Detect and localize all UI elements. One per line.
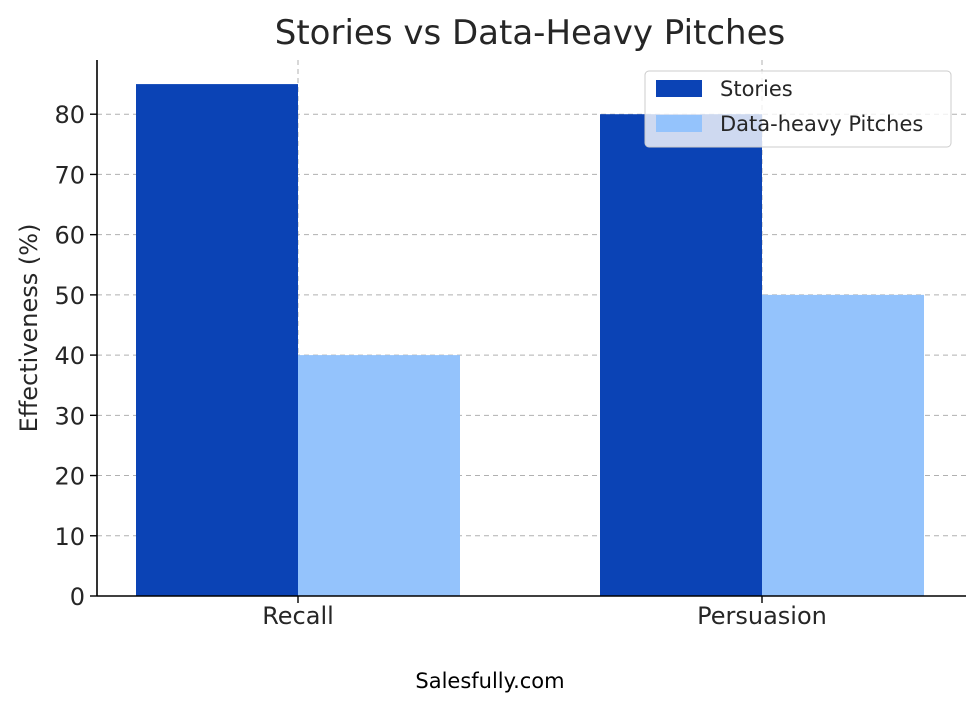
y-tick-label-8: 80 [54,101,85,129]
y-axis-label: Effectiveness (%) [15,224,43,433]
y-tick-label-6: 60 [54,222,85,250]
legend: Stories Data-heavy Pitches [644,70,952,148]
x-tick-label-recall: Recall [262,602,334,630]
x-tick-label-persuasion: Persuasion [697,602,827,630]
y-tick-label-2: 20 [54,463,85,491]
y-tick-label-5: 50 [54,282,85,310]
y-tick-label-7: 70 [54,161,85,189]
y-tick-label-4: 40 [54,342,85,370]
y-ticks: 0 10 20 30 40 50 60 70 80 [54,101,97,611]
footer-source: Salesfully.com [415,669,564,693]
bar-persuasion-series-0 [600,114,762,597]
legend-label-1: Data-heavy Pitches [720,112,923,136]
y-tick-label-3: 30 [54,402,85,430]
legend-swatch-1 [656,115,702,132]
bar-recall-series-0 [136,84,298,596]
axes [96,60,966,597]
legend-frame [644,70,952,148]
legend-label-0: Stories [720,77,793,101]
bar-recall-series-1 [298,355,460,596]
bars [136,84,924,597]
chart-title: Stories vs Data-Heavy Pitches [275,13,785,53]
legend-swatch-0 [656,80,702,97]
y-tick-label-1: 10 [54,523,85,551]
x-ticks: Recall Persuasion [262,596,827,630]
y-tick-label-0: 0 [70,583,85,611]
bar-persuasion-series-1 [762,294,924,596]
